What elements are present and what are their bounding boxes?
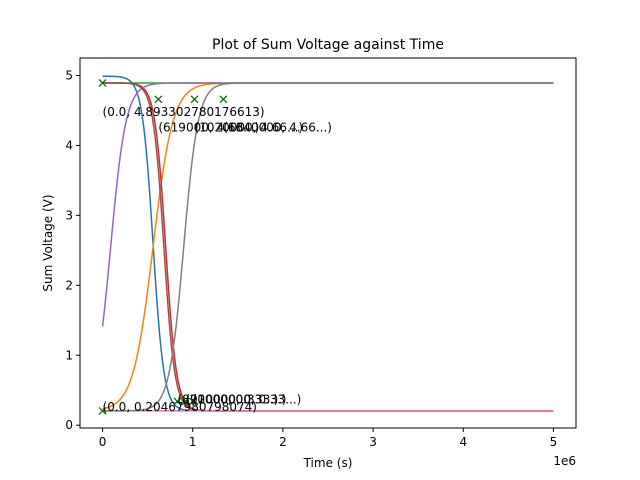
x-tick-label: 1 — [189, 435, 197, 449]
x-tick-label: 3 — [369, 435, 377, 449]
series-layer — [101, 75, 554, 412]
annotation-7: (1000000, 0.33...) — [193, 393, 302, 407]
y-tick-label: 2 — [65, 278, 73, 292]
marker-6 — [173, 397, 182, 406]
x-tick-label: 5 — [550, 435, 558, 449]
marker-8 — [188, 397, 197, 406]
chart-title: Plot of Sum Voltage against Time — [212, 37, 444, 53]
plot-frame — [79, 57, 577, 429]
annotation-8: (0.0, 0.20467980798074) — [103, 400, 257, 414]
marker-7 — [181, 397, 190, 406]
marker-4 — [219, 95, 228, 104]
y-axis-label: Sum Voltage (V) — [41, 194, 55, 291]
marker-1 — [98, 79, 107, 87]
annotation-2: (619000, 4.66...) — [158, 120, 259, 134]
x-tick-label: 4 — [459, 435, 467, 449]
series-line-8 — [102, 82, 554, 412]
y-tick-label: 0 — [65, 418, 73, 432]
marker-5 — [98, 406, 107, 415]
marker-3 — [190, 95, 199, 104]
y-axis-ticks: 0 1 2 3 4 5 — [65, 68, 80, 432]
annotation-3: (1020000, 4.66...) — [195, 120, 304, 134]
x-axis-offset-text: 1e6 — [553, 454, 576, 468]
y-tick-label: 3 — [65, 208, 73, 222]
y-tick-label: 4 — [65, 138, 73, 152]
annotation-layer: (0.0, 4.893302780176613)(619000, 4.66...… — [103, 105, 332, 414]
y-tick-label: 1 — [65, 348, 73, 362]
x-axis-ticks: 0 1 2 3 4 5 — [99, 428, 558, 449]
marker-layer — [98, 79, 228, 415]
x-tick-label: 0 — [99, 435, 107, 449]
x-tick-label: 2 — [279, 435, 287, 449]
annotation-1: (0.0, 4.893302780176613) — [103, 105, 265, 119]
y-tick-label: 5 — [65, 68, 73, 82]
annotation-6: (920000, 0.33...) — [186, 393, 287, 407]
x-axis-label: Time (s) — [303, 456, 353, 470]
marker-2 — [154, 95, 163, 104]
annotation-4: (1340000, 4.66...) — [223, 120, 332, 134]
annotation-5: (820000, 0.33...) — [177, 393, 278, 407]
